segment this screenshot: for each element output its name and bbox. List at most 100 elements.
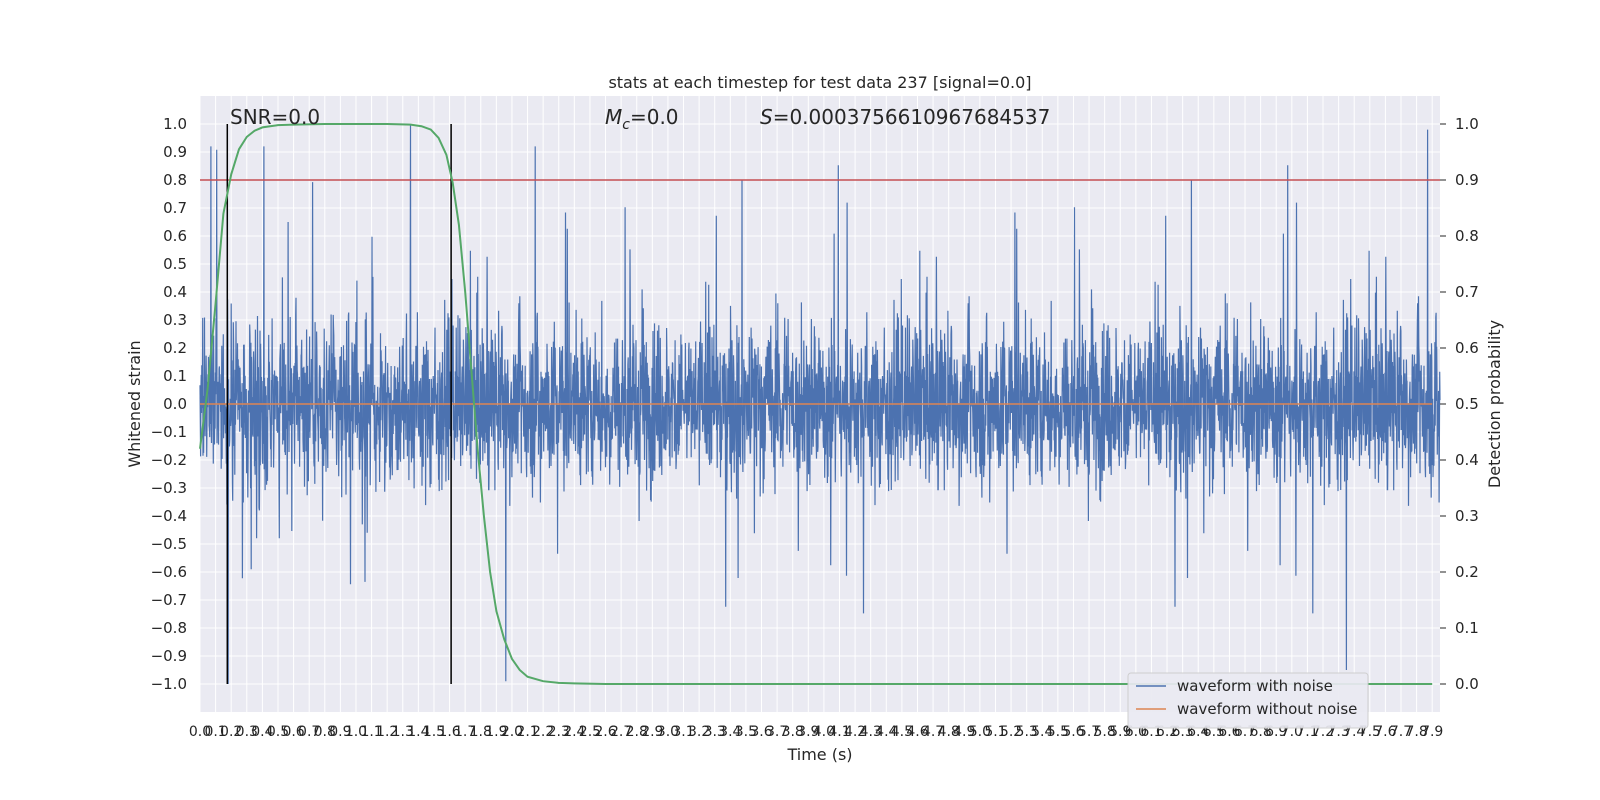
x-tick-label: 4.6 [906, 724, 928, 740]
y-axis-right-ticks: 1.0 0.9 0.8 0.7 0.6 0.5 0.4 0.3 0.2 0.1 0.0 [1440, 115, 1479, 693]
y-axis-label-left: Whitened strain [125, 340, 144, 467]
x-tick-label: 0.9 [329, 724, 351, 740]
x-tick-label: 1.5 [423, 724, 445, 740]
x-tick-label: 4.5 [891, 724, 913, 740]
x-tick-label: 0.1 [204, 724, 226, 740]
x-tick-label: 1.7 [454, 724, 476, 740]
legend-label-clean: waveform without noise [1177, 700, 1357, 718]
y-tick-label-left: 0.6 [163, 227, 187, 245]
x-tick-label: 0.5 [267, 724, 289, 740]
x-axis-ticks: 0.00.10.20.30.40.50.60.70.80.91.01.11.21… [189, 724, 1443, 740]
x-tick-label: 7.9 [1421, 724, 1443, 740]
y-tick-label-right: 1.0 [1455, 115, 1479, 133]
y-tick-label-left: −0.4 [151, 507, 187, 525]
y-tick-label-right: 0.2 [1455, 563, 1479, 581]
x-tick-label: 3.8 [782, 724, 804, 740]
x-tick-label: 3.0 [657, 724, 679, 740]
y-tick-label-left: 0.8 [163, 171, 187, 189]
x-tick-label: 5.9 [1109, 724, 1131, 740]
y-tick-label-right: 0.4 [1455, 451, 1479, 469]
y-tick-label-left: −0.2 [151, 451, 187, 469]
y-tick-label-right: 0.3 [1455, 507, 1479, 525]
x-tick-label: 0.3 [236, 724, 258, 740]
x-tick-label: 2.9 [641, 724, 663, 740]
x-tick-label: 2.3 [548, 724, 570, 740]
annotation-snr: SNR=0.0 [230, 105, 320, 129]
y-tick-label-right: 0.0 [1455, 675, 1479, 693]
x-tick-label: 5.0 [969, 724, 991, 740]
y-tick-label-left: 0.5 [163, 255, 187, 273]
x-tick-label: 5.6 [1062, 724, 1084, 740]
y-tick-label-left: 1.0 [163, 115, 187, 133]
x-tick-label: 2.4 [563, 724, 585, 740]
y-tick-label-left: −1.0 [151, 675, 187, 693]
x-tick-label: 1.3 [392, 724, 414, 740]
x-tick-label: 4.9 [953, 724, 975, 740]
x-tick-label: 4.2 [844, 724, 866, 740]
x-tick-label: 0.8 [314, 724, 336, 740]
x-tick-label: 0.6 [282, 724, 304, 740]
y-tick-label-left: −0.8 [151, 619, 187, 637]
y-tick-label-left: 0.3 [163, 311, 187, 329]
x-tick-label: 3.4 [719, 724, 741, 740]
y-tick-label-left: 0.9 [163, 143, 187, 161]
x-tick-label: 5.7 [1078, 724, 1100, 740]
x-tick-label: 0.2 [220, 724, 242, 740]
x-tick-label: 0.4 [251, 724, 273, 740]
x-tick-label: 2.2 [532, 724, 554, 740]
x-tick-label: 3.1 [672, 724, 694, 740]
x-tick-label: 3.6 [750, 724, 772, 740]
y-tick-label-right: 0.1 [1455, 619, 1479, 637]
noise-trace [199, 123, 1441, 685]
y-tick-label-left: 0.0 [163, 395, 187, 413]
x-tick-label: 2.5 [579, 724, 601, 740]
x-tick-label: 3.7 [766, 724, 788, 740]
x-tick-label: 1.4 [407, 724, 429, 740]
x-tick-label: 2.1 [516, 724, 538, 740]
x-tick-label: 7.7 [1390, 724, 1412, 740]
x-tick-label: 1.9 [485, 724, 507, 740]
x-tick-label: 7.6 [1374, 724, 1396, 740]
x-tick-label: 1.0 [345, 724, 367, 740]
x-tick-label: 4.0 [813, 724, 835, 740]
y-tick-label-left: −0.1 [151, 423, 187, 441]
x-tick-label: 5.3 [1016, 724, 1038, 740]
x-tick-label: 1.2 [376, 724, 398, 740]
x-tick-label: 1.6 [438, 724, 460, 740]
y-tick-label-left: −0.3 [151, 479, 187, 497]
legend-box [1127, 672, 1369, 729]
y-tick-label-right: 0.6 [1455, 339, 1479, 357]
annotation-chirp-mass: Mc=0.0 [605, 105, 679, 133]
y-tick-label-left: −0.5 [151, 535, 187, 553]
y-axis-label-right: Detection probability [1485, 320, 1504, 488]
x-tick-label: 5.5 [1047, 724, 1069, 740]
x-tick-label: 2.8 [626, 724, 648, 740]
y-tick-label-left: 0.4 [163, 283, 187, 301]
x-tick-label: 3.5 [735, 724, 757, 740]
legend-label-noise: waveform with noise [1177, 677, 1333, 695]
x-tick-label: 0.0 [189, 724, 211, 740]
x-tick-label: 2.7 [610, 724, 632, 740]
vertical-markers [226, 124, 452, 684]
x-axis-label: Time (s) [786, 745, 852, 764]
y-axis-left-ticks: 1.0 0.9 0.8 0.7 0.6 0.5 0.4 0.3 0.2 0.1 0.0 −0.1 −0.… [151, 115, 187, 693]
y-tick-label-left: 0.2 [163, 339, 187, 357]
y-tick-label-left: 0.7 [163, 199, 187, 217]
x-tick-label: 7.8 [1405, 724, 1427, 740]
y-tick-label-right: 0.8 [1455, 227, 1479, 245]
y-tick-label-left: −0.6 [151, 563, 187, 581]
series-detection-probability [199, 123, 1433, 685]
x-tick-label: 2.6 [594, 724, 616, 740]
x-tick-label: 4.3 [860, 724, 882, 740]
y-tick-label-right: 0.9 [1455, 171, 1479, 189]
y-tick-label-left: −0.7 [151, 591, 187, 609]
x-tick-label: 5.2 [1000, 724, 1022, 740]
x-tick-label: 3.3 [704, 724, 726, 740]
x-tick-label: 1.1 [360, 724, 382, 740]
x-tick-label: 5.1 [984, 724, 1006, 740]
y-tick-label-right: 0.5 [1455, 395, 1479, 413]
x-tick-label: 3.9 [797, 724, 819, 740]
x-tick-label: 1.8 [470, 724, 492, 740]
y-tick-label-left: 0.1 [163, 367, 187, 385]
